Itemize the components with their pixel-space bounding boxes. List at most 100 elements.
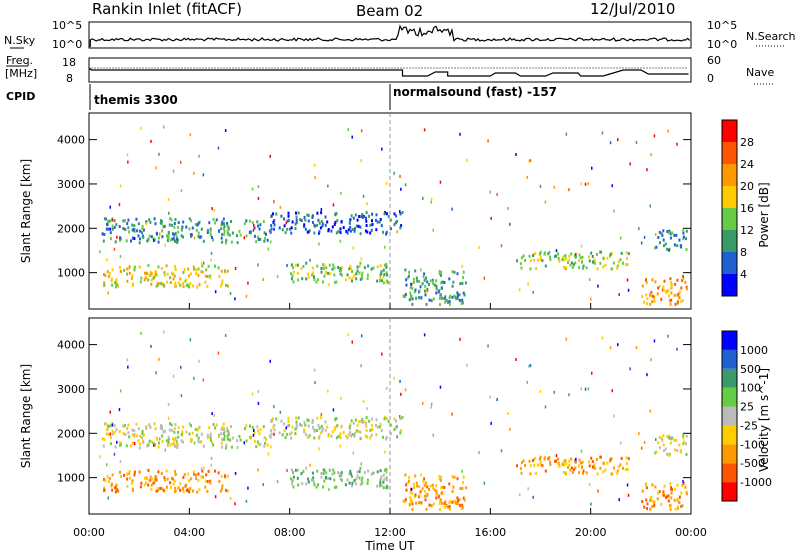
power-cell bbox=[173, 264, 176, 268]
velocity-cell bbox=[122, 432, 125, 436]
velocity-cell bbox=[118, 430, 121, 433]
velocity-cell bbox=[159, 486, 162, 490]
power-cell bbox=[409, 298, 411, 301]
power-cell bbox=[115, 223, 118, 227]
velocity-cell bbox=[599, 466, 602, 470]
velocity-cell bbox=[435, 484, 438, 488]
velocity-cell bbox=[149, 425, 152, 429]
velocity-cell bbox=[111, 488, 114, 492]
power-scatter-cell bbox=[404, 183, 407, 187]
power-cell bbox=[557, 252, 560, 256]
velocity-cell bbox=[195, 473, 198, 477]
power-scatter-cell bbox=[580, 244, 583, 248]
velocity-cell bbox=[386, 485, 389, 489]
velocity-cell bbox=[348, 425, 351, 429]
power-cell bbox=[679, 244, 682, 248]
power-cell bbox=[361, 276, 364, 280]
velocity-cell bbox=[375, 423, 377, 427]
velocity-cell bbox=[168, 428, 171, 432]
velocity-cell bbox=[139, 442, 142, 446]
velocity-scatter-cell bbox=[245, 499, 248, 503]
power-scatter-cell bbox=[127, 160, 129, 164]
freq-unit-label: [MHz] bbox=[5, 67, 37, 80]
power-cell bbox=[185, 225, 188, 229]
velocity-cell bbox=[170, 476, 173, 480]
power-cell bbox=[229, 233, 232, 237]
time-tick-label: 04:00 bbox=[173, 526, 205, 539]
power-cell bbox=[353, 229, 356, 233]
velocity-cell bbox=[534, 456, 537, 460]
power-cell bbox=[135, 217, 138, 221]
velocity-cell bbox=[593, 466, 596, 470]
power-scatter-cell bbox=[682, 299, 684, 303]
velocity-cell bbox=[153, 422, 156, 426]
power-cell bbox=[173, 274, 176, 278]
power-range-tick-label: 3000 bbox=[57, 178, 85, 191]
velocity-cell bbox=[353, 434, 356, 438]
power-cell bbox=[619, 258, 622, 262]
power-scatter-cell bbox=[627, 288, 630, 292]
power-scatter-cell bbox=[459, 132, 461, 136]
power-cell bbox=[144, 271, 146, 275]
power-scatter-cell bbox=[601, 131, 604, 135]
velocity-scatter-cell bbox=[539, 390, 542, 393]
velocity-cell bbox=[305, 482, 308, 486]
velocity-cell bbox=[224, 446, 227, 450]
velocity-cell bbox=[393, 417, 396, 421]
power-cell bbox=[171, 237, 174, 241]
power-cell bbox=[131, 236, 134, 240]
velocity-cell bbox=[685, 492, 688, 496]
power-cell bbox=[299, 218, 302, 222]
power-scatter-cell bbox=[133, 237, 136, 240]
velocity-cell bbox=[280, 419, 283, 423]
velocity-scatter-cell bbox=[597, 489, 599, 493]
power-cell bbox=[549, 258, 552, 262]
power-cell bbox=[416, 279, 419, 283]
velocity-scatter-cell bbox=[655, 438, 657, 441]
power-cell bbox=[163, 224, 166, 228]
velocity-cell bbox=[385, 417, 388, 421]
power-cell bbox=[333, 266, 336, 270]
power-cell bbox=[404, 268, 407, 272]
velocity-cell bbox=[456, 502, 459, 506]
power-scatter-cell bbox=[193, 171, 195, 175]
velocity-cell bbox=[359, 430, 362, 434]
velocity-cell bbox=[682, 434, 685, 438]
velocity-cell bbox=[357, 429, 360, 433]
velocity-cell bbox=[451, 489, 454, 493]
velocity-scatter-cell bbox=[366, 407, 368, 411]
power-cell bbox=[451, 295, 454, 299]
power-cell bbox=[358, 215, 361, 218]
velocity-scatter-cell bbox=[528, 364, 530, 368]
power-cell bbox=[365, 211, 368, 215]
velocity-cell bbox=[579, 461, 582, 465]
power-scatter-cell bbox=[107, 291, 109, 295]
power-cell bbox=[366, 273, 369, 277]
velocity-scatter-cell bbox=[509, 427, 511, 431]
power-cell bbox=[126, 272, 129, 276]
power-cell bbox=[602, 265, 605, 269]
velocity-cell bbox=[156, 487, 159, 490]
velocity-cell bbox=[101, 437, 104, 441]
power-cell bbox=[122, 219, 125, 223]
velocity-cell bbox=[405, 488, 408, 492]
velocity-cell bbox=[673, 498, 676, 502]
power-cell bbox=[663, 288, 665, 292]
power-cell bbox=[171, 232, 174, 236]
velocity-cell bbox=[155, 478, 158, 482]
velocity-cell bbox=[394, 426, 397, 430]
power-cell bbox=[288, 218, 290, 222]
velocity-cell bbox=[278, 431, 281, 435]
power-cell bbox=[109, 219, 112, 223]
power-cell bbox=[438, 270, 441, 273]
velocity-cell bbox=[651, 483, 654, 487]
power-scatter-cell bbox=[340, 191, 342, 195]
velocity-cell bbox=[166, 439, 168, 443]
power-scatter-cell bbox=[532, 290, 534, 294]
velocity-scatter-cell bbox=[565, 337, 568, 341]
velocity-cell bbox=[351, 484, 353, 488]
velocity-cell bbox=[223, 474, 226, 478]
power-cell bbox=[337, 229, 340, 233]
power-cell bbox=[212, 238, 215, 242]
velocity-cell bbox=[371, 428, 374, 431]
